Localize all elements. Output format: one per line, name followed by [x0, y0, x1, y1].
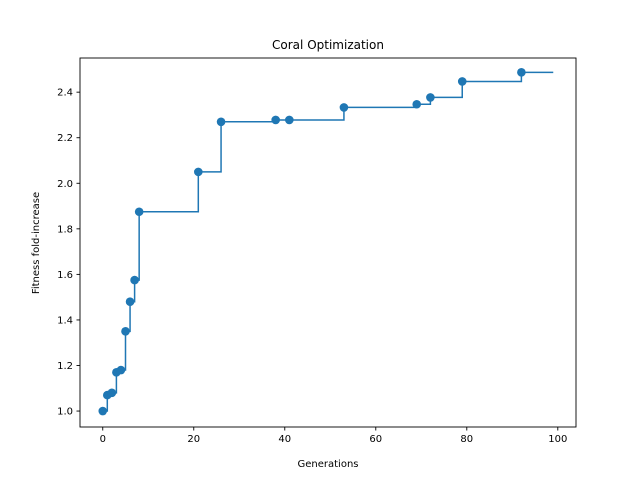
series-line: [102, 71, 554, 412]
axes-frame: [79, 57, 577, 428]
y-tick-label: 1.6: [57, 270, 73, 281]
data-point: [271, 115, 280, 125]
data-point: [107, 388, 117, 398]
data-point: [426, 93, 435, 102]
data-point: [116, 365, 126, 375]
x-tick-label: 80: [460, 434, 473, 445]
chart-title: Coral Optimization: [272, 38, 384, 52]
x-tick-label: 100: [548, 434, 567, 445]
data-point: [339, 103, 349, 112]
y-tick-label: 1.8: [57, 224, 73, 235]
y-tick-label: 2.2: [57, 133, 73, 144]
x-tick-label: 40: [278, 434, 291, 445]
y-axis-title: Fitness fold-increase: [31, 192, 42, 294]
x-tick-label: 20: [187, 434, 200, 445]
data-point: [517, 68, 526, 77]
y-tick-label: 2.4: [57, 88, 73, 99]
y-tick-label: 1.0: [57, 407, 73, 418]
plot-area: [98, 68, 554, 416]
data-point: [130, 275, 139, 285]
x-axis-title: Generations: [298, 459, 359, 470]
data-point: [412, 99, 422, 109]
data-point: [125, 297, 135, 307]
data-point: [216, 117, 226, 127]
data-point: [98, 406, 108, 416]
x-tick-label: 60: [369, 434, 382, 445]
y-tick-label: 1.4: [57, 315, 73, 326]
data-point: [134, 207, 144, 217]
data-point: [121, 327, 130, 336]
axes: 0 20 40 60 80 100 1.0 1.2 1.4 1.6 1.8 2.0 2.2 2.4: [57, 57, 577, 445]
x-tick-label: 0: [100, 434, 106, 445]
data-point: [457, 77, 467, 86]
data-point: [194, 167, 203, 177]
y-tick-label: 2.0: [57, 179, 73, 190]
data-point: [285, 115, 294, 125]
y-tick-label: 1.2: [57, 361, 73, 372]
